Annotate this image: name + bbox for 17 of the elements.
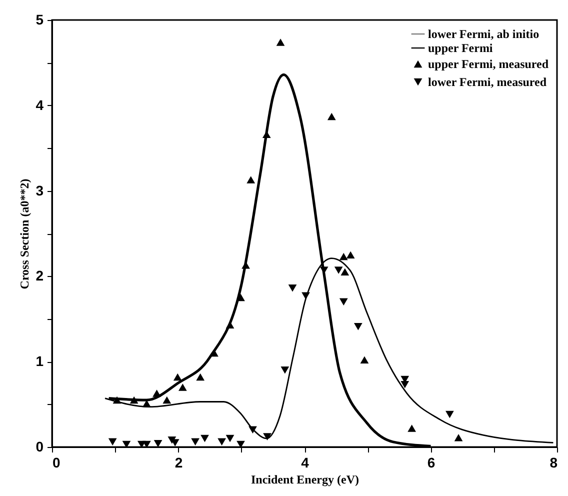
x-tick-label: 8 <box>550 454 558 470</box>
y-tick-label: 1 <box>36 353 44 370</box>
legend-label: upper Fermi <box>428 41 494 55</box>
x-tick-label: 4 <box>301 454 310 470</box>
y-tick-label: 5 <box>36 12 44 28</box>
y-axis-title: Cross Section (a0**2) <box>18 178 32 290</box>
x-tick-label: 2 <box>174 454 183 470</box>
x-axis-title: Incident Energy (eV) <box>251 472 359 486</box>
y-tick-label: 3 <box>36 182 44 198</box>
y-tick-label: 0 <box>36 438 44 454</box>
legend-label: upper Fermi, measured <box>428 57 549 71</box>
x-tick-label: 0 <box>52 454 60 470</box>
y-tick-label: 4 <box>36 96 44 113</box>
y-tick-label: 2 <box>36 268 44 284</box>
legend-label: lower Fermi, measured <box>428 75 547 89</box>
legend-label: lower Fermi, ab initio <box>428 27 540 41</box>
x-tick-label: 6 <box>427 454 436 470</box>
